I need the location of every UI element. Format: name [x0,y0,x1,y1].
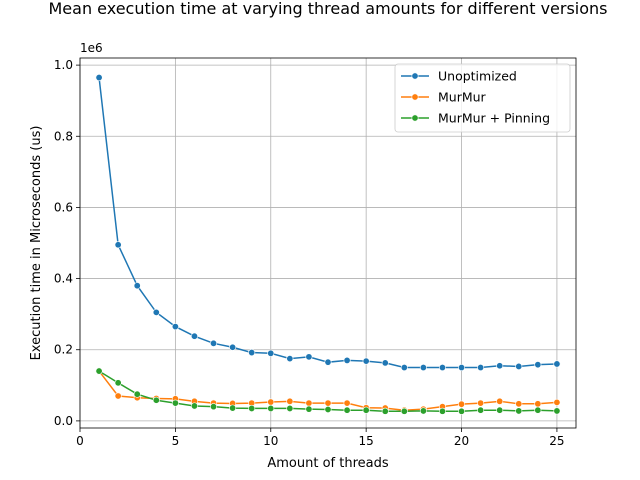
data-point-murmur-pinning [267,404,275,412]
data-point-unoptimized [229,343,237,351]
y-offset-label: 1e6 [80,41,103,55]
x-tick-label: 15 [359,434,374,448]
data-point-murmur [496,397,504,405]
legend-marker-murmur [411,93,419,101]
data-point-murmur-pinning [190,402,198,410]
x-axis-label: Amount of threads [267,456,388,471]
data-point-murmur [477,399,485,407]
data-point-unoptimized [248,349,256,357]
data-point-unoptimized [458,364,466,372]
data-point-murmur-pinning [171,399,179,407]
data-point-murmur-pinning [95,367,103,375]
data-point-murmur [305,399,313,407]
y-tick-label: 0.4 [54,272,73,286]
data-point-murmur-pinning [553,407,561,415]
legend-marker-murmur-pinning [411,114,419,122]
x-tick-label: 5 [172,434,180,448]
data-point-murmur-pinning [419,407,427,415]
data-point-murmur-pinning [515,407,523,415]
data-point-murmur-pinning [458,407,466,415]
data-point-murmur-pinning [343,406,351,414]
data-point-unoptimized [286,355,294,363]
y-tick-label: 0.2 [54,343,73,357]
data-point-unoptimized [515,362,523,370]
data-point-unoptimized [381,359,389,367]
data-point-murmur [286,397,294,405]
data-point-murmur-pinning [286,404,294,412]
data-point-unoptimized [419,364,427,372]
data-point-unoptimized [496,362,504,370]
data-point-murmur [114,392,122,400]
data-point-murmur-pinning [477,406,485,414]
data-point-unoptimized [210,339,218,347]
data-point-unoptimized [190,332,198,340]
ticks: 0 5 10 15 20 25 0.0 0.2 0.4 0.6 0.8 1.0 [54,58,565,448]
data-point-murmur-pinning [305,405,313,413]
y-axis-label: Execution time in Microseconds (us) [29,126,44,361]
data-point-unoptimized [305,353,313,361]
x-tick-label: 0 [76,434,84,448]
legend-marker-unoptimized [411,72,419,80]
data-point-murmur [515,400,523,408]
data-point-murmur-pinning [496,406,504,414]
chart-title: Mean execution time at varying thread am… [48,0,607,18]
data-point-murmur-pinning [229,404,237,412]
data-point-murmur [324,399,332,407]
data-point-murmur [458,400,466,408]
data-point-murmur [553,398,561,406]
data-point-unoptimized [95,74,103,82]
legend-label-murmur-pinning: MurMur + Pinning [438,111,550,126]
data-point-murmur-pinning [114,379,122,387]
data-point-murmur-pinning [362,406,370,414]
data-point-murmur [343,399,351,407]
y-tick-label: 0.6 [54,200,73,214]
y-tick-label: 0.0 [54,414,73,428]
grid [79,58,576,428]
data-point-unoptimized [477,364,485,372]
axes-frame [79,57,577,429]
data-point-murmur-pinning [381,407,389,415]
legend-label-murmur: MurMur [438,90,487,105]
data-point-unoptimized [267,349,275,357]
legend: Unoptimized MurMur MurMur + Pinning [394,63,571,133]
data-point-unoptimized [133,282,141,290]
data-point-murmur-pinning [210,403,218,411]
data-point-unoptimized [343,356,351,364]
data-point-unoptimized [438,364,446,372]
legend-label-unoptimized: Unoptimized [438,69,517,84]
data-point-unoptimized [171,323,179,331]
series-layer [95,74,561,415]
data-point-unoptimized [152,308,160,316]
x-tick-label: 25 [549,434,564,448]
data-point-murmur-pinning [534,406,542,414]
data-point-unoptimized [362,357,370,365]
y-tick-label: 0.8 [54,129,73,143]
y-tick-label: 1.0 [54,58,73,72]
data-point-murmur-pinning [400,407,408,415]
x-tick-label: 20 [454,434,469,448]
data-point-unoptimized [114,241,122,249]
data-point-murmur-pinning [248,404,256,412]
x-tick-label: 10 [263,434,278,448]
legend-box [394,63,571,133]
data-point-murmur-pinning [438,407,446,415]
data-point-unoptimized [553,360,561,368]
data-point-murmur-pinning [133,390,141,398]
data-point-murmur [534,400,542,408]
data-point-murmur-pinning [152,396,160,404]
data-point-murmur [267,398,275,406]
data-point-unoptimized [534,361,542,369]
data-point-unoptimized [400,364,408,372]
data-point-murmur-pinning [324,405,332,413]
data-point-unoptimized [324,358,332,366]
